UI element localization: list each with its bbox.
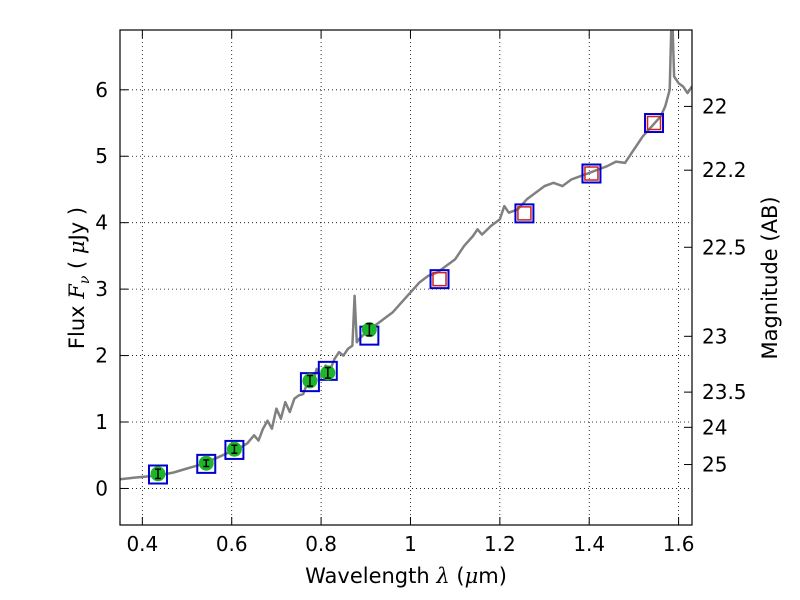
magnitude-tick-label: 23.5 <box>702 380 747 404</box>
x-tick-label: 1 <box>404 532 417 556</box>
predicted-point-marker <box>432 271 447 287</box>
predicted-points-layer <box>432 115 662 287</box>
x-tick-label: 1.2 <box>484 532 516 556</box>
magnitude-tick-label: 22.2 <box>702 158 747 182</box>
y-tick-label: 0 <box>95 476 108 500</box>
grid-layer <box>120 30 692 525</box>
synthetic-photometry-marker <box>581 163 602 184</box>
tick-layer: 0.4 0.6 0.8 1 1.2 1.4 1.601234562222.222.52323… <box>95 30 747 556</box>
synthetic-photometry-marker <box>299 372 320 393</box>
y-tick-label: 2 <box>95 344 108 368</box>
plot-frame <box>119 29 693 526</box>
magnitude-tick-label: 24 <box>702 415 727 439</box>
synthetic-photometry-marker <box>429 269 450 290</box>
predicted-point-marker <box>646 115 662 131</box>
y-tick-label: 1 <box>95 410 108 434</box>
x-tick-label: 1.6 <box>663 532 695 556</box>
model-spectrum-line <box>120 30 692 481</box>
synthetic-photometry-marker <box>147 464 168 485</box>
magnitude-tick-label: 22.5 <box>702 235 747 259</box>
synthetic-photometry-marker <box>224 439 245 460</box>
predicted-point-marker <box>517 206 532 221</box>
y-axis-title: Flux Fν ( μJy ) <box>65 207 93 349</box>
magnitude-tick-label: 23 <box>702 324 727 348</box>
predicted-point-marker <box>584 166 599 181</box>
x-tick-label: 1.4 <box>573 532 605 556</box>
synthetic-photometry-marker <box>514 203 535 224</box>
synthetic-photometry-marker <box>196 453 217 474</box>
y-tick-label: 3 <box>95 277 108 301</box>
x-tick-label: 0.6 <box>216 532 248 556</box>
y-tick-label: 4 <box>95 211 108 235</box>
magnitude-tick-label: 22 <box>702 94 727 118</box>
x-tick-label: 0.8 <box>305 532 337 556</box>
magnitude-tick-label: 25 <box>702 453 727 477</box>
y-tick-label: 6 <box>95 78 108 102</box>
x-axis-title: Wavelength λ (μm) <box>305 564 507 588</box>
y-tick-label: 5 <box>95 144 108 168</box>
magnitude-axis-title: Magnitude (AB) <box>758 196 782 359</box>
x-tick-label: 0.4 <box>126 532 158 556</box>
synthetic-photometry-marker <box>644 113 665 134</box>
observed-points-layer <box>150 322 377 482</box>
spectrum-layer <box>120 30 692 481</box>
